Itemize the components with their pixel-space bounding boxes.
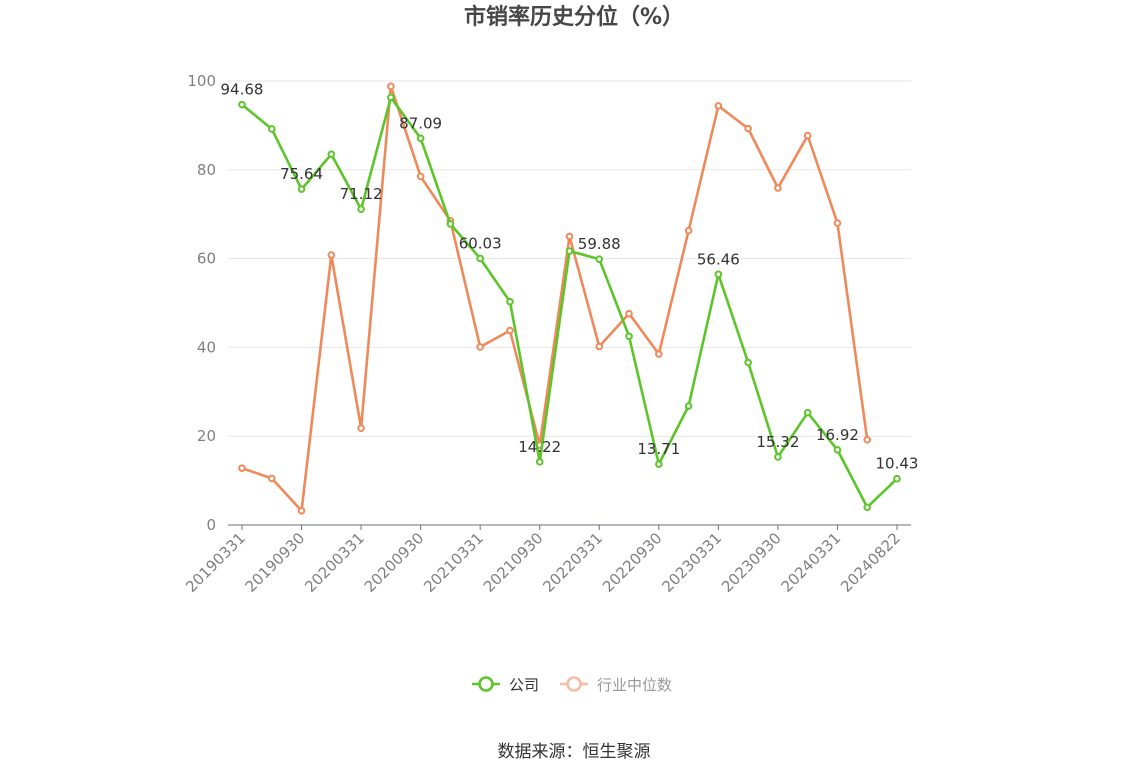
data-point[interactable] (803, 408, 812, 417)
source-note: 数据来源：恒生聚源 (498, 742, 651, 762)
legend-marker (566, 676, 582, 692)
data-point[interactable] (655, 460, 663, 468)
series-0 (238, 93, 901, 512)
x-tick-label: 20200331 (301, 529, 368, 596)
data-point[interactable] (893, 474, 901, 483)
data-point[interactable] (387, 93, 395, 102)
x-tick-label: 20210331 (420, 529, 487, 596)
legend[interactable]: 公司 行业中位数 (472, 676, 672, 694)
data-point[interactable] (267, 125, 276, 133)
data-labels: 94.68 75.64 71.12 87.09 60.03 14.22 59.88 13.71… (221, 81, 919, 473)
data-point[interactable] (774, 453, 782, 461)
data-point[interactable] (565, 232, 574, 241)
data-label: 16.92 (816, 426, 859, 444)
series-line (241, 85, 869, 513)
series-1 (238, 82, 872, 515)
data-point[interactable] (267, 474, 276, 483)
data-label: 60.03 (459, 234, 502, 252)
data-point[interactable] (684, 226, 693, 235)
x-axis: 2019033120190930202003312020093020210331… (182, 524, 911, 596)
data-point[interactable] (327, 150, 336, 159)
data-point[interactable] (327, 251, 336, 259)
data-label: 87.09 (399, 114, 442, 132)
x-tick-label: 20200930 (361, 529, 428, 596)
data-point[interactable] (297, 506, 306, 515)
data-point[interactable] (476, 343, 484, 351)
data-point[interactable] (446, 220, 455, 228)
data-point[interactable] (774, 184, 782, 192)
data-label: 59.88 (578, 235, 621, 253)
y-axis: 0 20 40 60 80 100 (187, 72, 216, 534)
data-point[interactable] (476, 254, 484, 263)
x-tick-label: 20190331 (182, 529, 249, 596)
data-point[interactable] (833, 219, 842, 227)
y-tick-label: 0 (206, 516, 216, 534)
data-point[interactable] (744, 124, 752, 133)
x-tick-label: 20210930 (480, 529, 547, 596)
data-point[interactable] (625, 309, 633, 318)
legend-item-0[interactable]: 公司 (472, 676, 539, 694)
y-tick-label: 60 (197, 250, 216, 268)
x-tick-label: 20220930 (599, 529, 666, 596)
data-point[interactable] (416, 172, 425, 181)
y-tick-label: 40 (197, 338, 216, 356)
data-point[interactable] (625, 332, 633, 341)
data-point[interactable] (416, 134, 425, 143)
data-point[interactable] (655, 350, 663, 358)
data-point[interactable] (803, 131, 812, 140)
data-point[interactable] (595, 342, 604, 351)
data-point[interactable] (357, 205, 365, 214)
legend-label: 行业中位数 (597, 676, 672, 694)
data-point[interactable] (357, 424, 365, 433)
data-label: 14.22 (518, 438, 561, 456)
legend-item-1[interactable]: 行业中位数 (560, 676, 672, 694)
legend-marker (478, 676, 494, 692)
x-tick-label: 20230331 (658, 529, 725, 596)
y-tick-label: 100 (187, 72, 216, 90)
data-label: 15.32 (756, 433, 799, 451)
y-tick-label: 80 (197, 161, 216, 179)
x-tick-label: 20230930 (718, 529, 785, 596)
data-point[interactable] (714, 270, 723, 279)
data-point[interactable] (714, 102, 723, 110)
data-point[interactable] (535, 458, 544, 466)
legend-label: 公司 (509, 676, 539, 694)
series-layer (238, 82, 901, 515)
data-point[interactable] (238, 464, 246, 472)
data-point[interactable] (863, 435, 872, 444)
y-tick-label: 20 (197, 427, 216, 445)
data-point[interactable] (595, 255, 604, 263)
x-tick-label: 20240822 (837, 529, 904, 596)
data-point[interactable] (863, 503, 872, 512)
data-label: 10.43 (876, 455, 919, 473)
data-point[interactable] (744, 358, 752, 367)
data-label: 94.68 (221, 81, 264, 99)
data-point[interactable] (506, 297, 514, 306)
data-label: 75.64 (280, 165, 323, 183)
data-point[interactable] (238, 100, 246, 109)
data-label: 71.12 (340, 185, 383, 203)
data-point[interactable] (684, 402, 693, 410)
data-point[interactable] (387, 82, 395, 91)
data-label: 13.71 (637, 440, 680, 458)
chart-title: 市销率历史分位（%） (464, 4, 684, 30)
x-tick-label: 20220331 (539, 529, 606, 596)
data-point[interactable] (506, 326, 514, 335)
data-point[interactable] (565, 247, 574, 255)
x-tick-label: 20240331 (778, 529, 845, 596)
x-tick-label: 20190930 (242, 529, 309, 596)
data-label: 56.46 (697, 250, 740, 268)
data-point[interactable] (297, 185, 306, 193)
data-point[interactable] (833, 446, 842, 454)
